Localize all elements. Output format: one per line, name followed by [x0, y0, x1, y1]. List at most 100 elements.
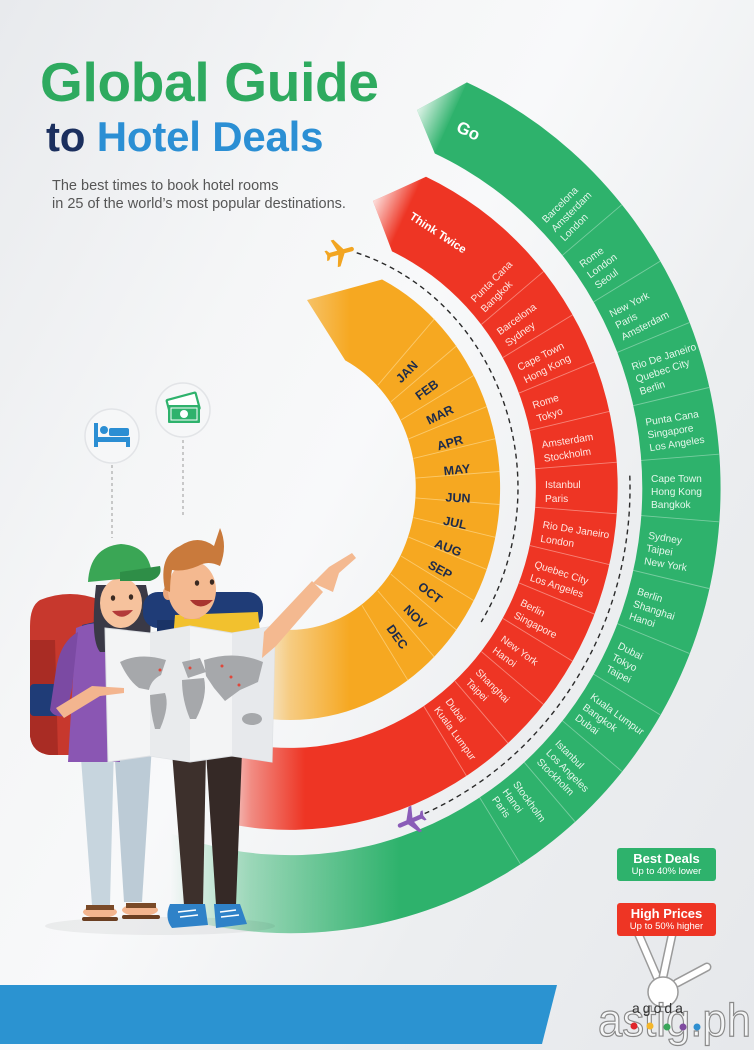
sandal-strap — [126, 903, 156, 908]
legend-subtitle: Up to 50% higher — [629, 921, 704, 932]
go-cities: Cape Town Hong Kong Bangkok — [651, 474, 702, 511]
continent-south-america — [150, 693, 167, 729]
map-dot — [220, 664, 224, 668]
sandal-strap — [86, 905, 114, 910]
brand-dots — [630, 1022, 701, 1031]
divider — [415, 471, 500, 479]
divider — [518, 361, 596, 394]
mascot-head — [647, 976, 679, 1008]
sandal-sole — [82, 917, 118, 921]
divider — [479, 797, 521, 865]
go-band-tip-fade — [417, 82, 467, 154]
face — [100, 578, 142, 628]
divider — [400, 374, 475, 421]
think-twice-band-dividers — [423, 270, 618, 777]
divider — [529, 545, 610, 566]
brand-dot-green — [663, 1023, 671, 1031]
brand-dot-blue — [693, 1023, 701, 1031]
smile — [112, 610, 133, 617]
months-band-dividers — [361, 318, 500, 681]
divider — [413, 517, 496, 538]
divider — [632, 387, 710, 407]
divider — [454, 680, 509, 744]
bed-leg — [126, 437, 130, 447]
eye — [128, 594, 134, 600]
boy-pointing-arm — [262, 581, 323, 658]
mascot-ear — [660, 932, 675, 980]
divider — [481, 270, 545, 325]
watermark: astig.ph agoda — [597, 928, 752, 1047]
airplane-icon — [397, 805, 427, 833]
eye — [194, 580, 200, 586]
page-title-second-line: to Hotel Deals — [46, 116, 323, 158]
divider — [529, 410, 610, 431]
think-twice-band-tip-fade — [373, 176, 426, 252]
divider — [535, 506, 618, 515]
go-band — [142, 82, 721, 934]
airplane-icon-shape — [397, 805, 427, 833]
divider — [390, 573, 458, 631]
divider — [423, 706, 468, 777]
legend-title: High Prices — [630, 906, 703, 921]
airplane-icon-shape — [324, 239, 354, 268]
bed-icon-bubble — [84, 408, 140, 538]
month-label: MAY — [443, 462, 472, 479]
money-icon-bubble — [155, 382, 211, 518]
continent-australia — [242, 713, 262, 725]
divider — [408, 405, 488, 440]
bed-pillow-head — [100, 426, 108, 434]
legend-best-deals: Best Deals Up to 40% lower — [617, 848, 716, 881]
divider — [377, 590, 435, 658]
hair — [163, 528, 224, 592]
city: Cape Town — [651, 474, 702, 485]
divider — [413, 438, 496, 459]
divider — [632, 569, 710, 589]
pants-right-leg — [206, 752, 242, 905]
month-label: JUL — [442, 514, 468, 533]
divider — [593, 260, 661, 303]
money-icon — [165, 391, 201, 423]
city: Taipei — [645, 544, 673, 559]
divider — [400, 555, 475, 602]
world-map-continents — [120, 655, 263, 729]
jeans-left-leg — [80, 745, 114, 905]
legend-high-prices: High Prices Up to 50% higher — [617, 903, 716, 936]
divider — [562, 204, 623, 256]
bed-frame — [94, 437, 130, 442]
girl-traveler — [30, 544, 161, 921]
city: Sydney — [647, 531, 683, 547]
footer-bar — [0, 985, 557, 1044]
boy-pointing-hand — [313, 553, 356, 592]
airplane-icon — [324, 239, 354, 268]
divider — [640, 453, 719, 461]
city: Bangkok — [651, 500, 692, 511]
watermark-brand: agoda — [632, 1000, 686, 1016]
divider — [617, 623, 690, 654]
travelers-illustration — [30, 528, 356, 935]
map-dot — [229, 675, 233, 679]
divider — [593, 673, 661, 716]
divider — [502, 618, 574, 662]
divider — [617, 322, 690, 353]
continent-asia — [204, 655, 263, 701]
think-twice-cities: Istanbul Paris — [545, 480, 581, 505]
page-title: Global Guide — [40, 51, 379, 113]
divider — [562, 720, 623, 772]
pants-left-leg — [172, 752, 206, 905]
think-twice-band — [205, 176, 618, 830]
banknote-border — [170, 407, 198, 421]
divider — [481, 651, 545, 706]
map-dot — [158, 668, 162, 672]
continent-africa — [182, 678, 205, 719]
month-label: APR — [435, 433, 464, 454]
map-dot — [237, 683, 241, 687]
brand-dot-yellow — [646, 1022, 654, 1030]
map-destination-dots — [158, 664, 241, 687]
smile — [190, 600, 213, 607]
go-band-dividers — [479, 204, 719, 865]
city: Istanbul — [545, 480, 581, 491]
map-dot — [188, 666, 192, 670]
watermark-site: astig.ph — [598, 994, 751, 1046]
page-subtitle: The best times to book hotel rooms in 25… — [52, 177, 346, 213]
divider — [535, 461, 618, 470]
